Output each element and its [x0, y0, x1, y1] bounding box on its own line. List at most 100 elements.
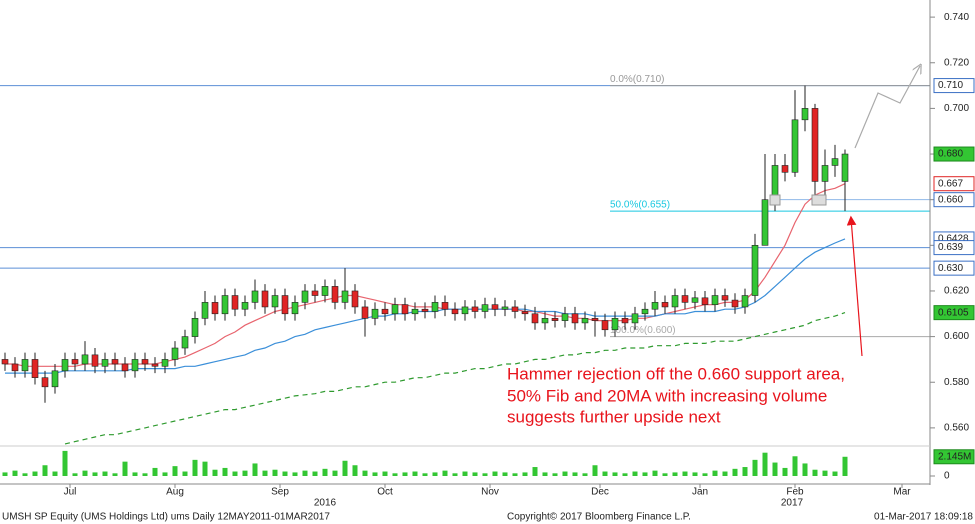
price-pane: 0.0%(0.710) 50.0%(0.655) 100.0%(0.600) — [0, 74, 930, 445]
candle-body — [161, 359, 169, 367]
candle-body — [721, 295, 729, 301]
price-tag — [933, 192, 975, 208]
x-tick-label: Aug — [166, 487, 184, 498]
volume-bar — [142, 473, 148, 476]
year-label: 2016 — [314, 498, 337, 509]
candle-body — [431, 302, 439, 312]
volume-bar — [562, 471, 568, 476]
volume-bar — [762, 452, 768, 476]
volume-bar — [492, 471, 498, 476]
volume-bar — [742, 467, 748, 476]
volume-bar — [152, 467, 158, 476]
candle-body — [321, 286, 329, 296]
candle-body — [561, 313, 569, 321]
volume-bar — [612, 472, 618, 476]
candle-body — [181, 336, 189, 349]
volume-bar — [602, 471, 608, 476]
candle-body — [331, 286, 339, 303]
y-tick-label: 0.560 — [944, 423, 969, 434]
candle-body — [61, 359, 69, 372]
price-tag — [933, 305, 975, 321]
candle-body — [821, 165, 829, 182]
volume-bar — [232, 471, 238, 476]
volume-bar — [312, 471, 318, 476]
candle-body — [401, 304, 409, 315]
volume-bar — [292, 472, 298, 476]
candle-body — [541, 318, 549, 324]
candle-body — [611, 318, 619, 331]
volume-bar — [332, 470, 338, 476]
candle-body — [661, 302, 669, 308]
candle-body — [681, 295, 689, 303]
volume-bar — [582, 473, 588, 476]
candle-body — [311, 290, 319, 296]
volume-bar — [502, 472, 508, 476]
candle-body — [51, 370, 59, 388]
candle-body — [11, 363, 19, 372]
candle-body — [491, 304, 499, 310]
candle-body — [801, 108, 809, 121]
candle-body — [151, 363, 159, 367]
volume-bar — [362, 470, 368, 476]
candle-body — [101, 359, 109, 367]
x-tick-label: Jan — [692, 487, 708, 498]
candle-body — [261, 290, 269, 308]
volume-bar — [202, 461, 208, 476]
y-tick-label: 0.600 — [944, 331, 969, 342]
volume-bar — [272, 469, 278, 476]
volume-bar — [822, 470, 828, 476]
x-tick-label: Nov — [481, 487, 499, 498]
candle-body — [91, 354, 99, 367]
annotation-line: Hammer rejection off the 0.660 support a… — [507, 364, 845, 383]
axes — [0, 0, 931, 485]
price-tag-label: 0.639 — [938, 242, 963, 253]
candle-body — [421, 308, 429, 312]
candle-body — [201, 302, 209, 319]
x-tick-label: Sep — [271, 487, 289, 498]
volume-bar — [422, 473, 428, 476]
volume-bar — [482, 473, 488, 476]
volume-bar — [92, 472, 98, 476]
volume-bar — [372, 472, 378, 476]
candle-body — [271, 295, 279, 308]
price-tag — [933, 176, 975, 192]
volume-tag — [933, 449, 975, 465]
fib-label: 100.0%(0.600) — [610, 325, 676, 336]
candle-body — [471, 306, 479, 312]
volume-bar — [572, 472, 578, 476]
price-tag — [933, 146, 975, 162]
price-tag-label: 0.6105 — [938, 307, 969, 318]
candle-body — [481, 304, 489, 312]
moving-average — [64, 312, 846, 445]
candle-body — [251, 290, 259, 303]
candle-body — [21, 359, 29, 372]
volume-bar — [832, 471, 838, 476]
candle-body — [761, 199, 769, 246]
candle-body — [141, 359, 149, 365]
candle-body — [751, 245, 759, 296]
volume-bar — [252, 463, 258, 476]
candle-body — [651, 302, 659, 310]
fib-label: 50.0%(0.655) — [610, 200, 670, 211]
volume-bar — [682, 471, 688, 476]
price-tag — [933, 78, 975, 94]
volume-bar — [2, 472, 8, 476]
candle-body — [461, 306, 469, 315]
price-tag-label: 0.660 — [938, 194, 963, 205]
candle-body — [211, 302, 219, 315]
footer-center: Copyright© 2017 Bloomberg Finance L.P. — [507, 512, 691, 523]
volume-bar — [462, 471, 468, 476]
candle-body — [301, 290, 309, 303]
annotation-arrow — [846, 215, 863, 357]
volume-bar — [722, 471, 728, 476]
price-tag-label: 0.710 — [938, 80, 963, 91]
candle-body — [371, 308, 379, 319]
volume-bar — [642, 472, 648, 476]
candle-body — [281, 295, 289, 315]
candle-body — [231, 295, 239, 310]
volume-tick-label: 0 — [944, 471, 950, 482]
support-marker — [811, 194, 827, 206]
volume-bar — [402, 472, 408, 476]
